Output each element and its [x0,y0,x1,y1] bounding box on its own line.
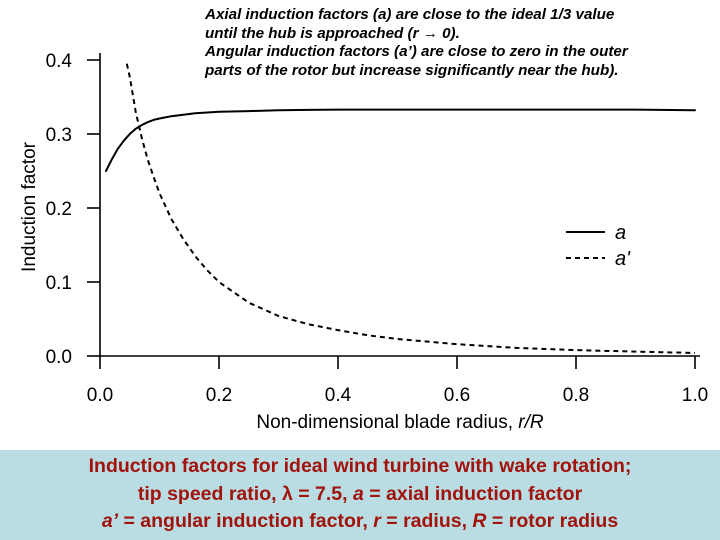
annotation-line-1: Axial induction factors (a) are close to… [205,6,615,23]
annotation-line-3: Angular induction factors (a’) are close… [205,43,628,60]
caption-aprime-def: = angular induction factor, [118,510,374,532]
x-tick-label: 0.6 [444,385,470,406]
caption-lambda-value: = 7.5, [292,482,353,505]
x-tick-label: 0.2 [206,385,232,406]
x-tick-label: 0.8 [563,385,589,406]
series-line-angular-a-prime [125,63,696,354]
y-tick-label: 0.4 [46,51,73,72]
legend-label: a [615,222,626,244]
y-tick-label: 0.0 [46,347,72,368]
legend-label: a' [615,248,631,270]
y-tick-label: 0.2 [46,199,72,220]
chart-annotation: Axial induction factors (a) are close to… [205,6,710,80]
y-ticks: 0.0 0.1 0.2 0.3 0.4 [46,51,100,368]
caption-tsr-text: tip speed ratio, [137,482,282,505]
caption-r-var: r [373,510,381,532]
series-line-axial-a [105,108,696,172]
legend: a a' [566,222,631,270]
caption-r-def: = radius, [380,510,473,532]
x-tick-label: 1.0 [682,385,708,406]
caption-a-def: = axial induction factor [363,482,583,505]
y-tick-label: 0.3 [46,125,72,146]
figure-caption: Induction factors for ideal wind turbine… [0,450,720,540]
y-axis-label: Induction factor [19,141,40,272]
caption-R-var: R [472,510,487,532]
annotation-line-4: parts of the rotor but increase signific… [205,61,619,79]
caption-a-var: a [352,482,364,505]
x-tick-label: 0.0 [87,385,113,406]
caption-line-3: a’ = angular induction factor, r = radiu… [0,508,720,536]
x-tick-label: 0.4 [325,385,352,406]
x-axis-label-var: r/R [518,412,544,433]
x-ticks: 0.0 0.2 0.4 0.6 0.8 1.0 [87,356,708,406]
x-axis-label: Non-dimensional blade radius, r/R [256,412,544,433]
induction-factor-chart: 0.0 0.1 0.2 0.3 0.4 0.0 0.2 0.4 0.6 0.8 1.0 a a' I… [19,51,708,433]
caption-line-2: tip speed ratio, λ = 7.5, a = axial indu… [0,481,720,509]
series-group [105,63,696,354]
caption-lambda-symbol: λ [281,482,293,505]
caption-line-1: Induction factors for ideal wind turbine… [88,455,632,477]
caption-aprime-var: a’ [101,510,119,532]
y-tick-label: 0.1 [46,273,72,294]
x-axis-label-text: Non-dimensional blade radius, [256,412,518,433]
caption-R-def: = rotor radius [486,510,619,532]
annotation-line-2: until the hub is approached (r → 0). [205,24,460,42]
